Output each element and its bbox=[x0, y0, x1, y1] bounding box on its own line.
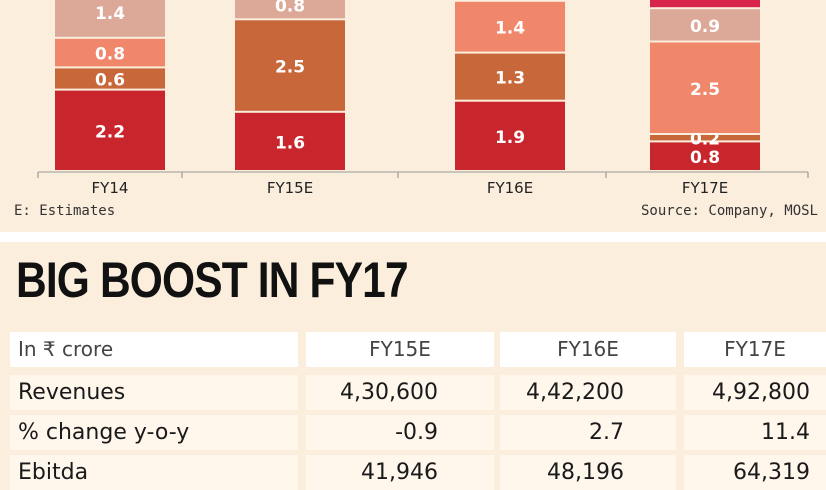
table-header-fy15e: FY15E bbox=[306, 332, 494, 367]
table-header-fy16e: FY16E bbox=[500, 332, 676, 367]
bar-segment bbox=[55, 90, 165, 170]
table-row-label: Ebitda bbox=[10, 455, 298, 490]
table-cell: 11.4 bbox=[684, 415, 826, 450]
bar-segment bbox=[455, 1, 565, 52]
bar-value-label: 0.8 bbox=[690, 148, 720, 168]
bar-value-label: 0.9 bbox=[690, 17, 720, 37]
bar-segment bbox=[55, 0, 165, 37]
bar-value-label: 0.2 bbox=[690, 130, 720, 150]
table-cell: 4,42,200 bbox=[500, 375, 676, 410]
bar-segment-cropped bbox=[650, 0, 760, 8]
table-cell: 4,30,600 bbox=[306, 375, 494, 410]
x-tick-label: FY16E bbox=[487, 179, 533, 197]
x-tick-label: FY14 bbox=[92, 179, 129, 197]
table-panel: BIG BOOST IN FY17 In ₹ crore FY15E FY16E… bbox=[0, 242, 826, 490]
x-tick-label: FY17E bbox=[682, 179, 728, 197]
stacked-bar-chart: 2.2 0.6 0.8 1.4 FY14 1.6 2.5 0.8 FY15E 1.9 1.3 1.4 F… bbox=[37, 0, 809, 197]
x-tick-label: FY15E bbox=[267, 179, 313, 197]
bar-segment bbox=[55, 68, 165, 89]
bar-segment bbox=[650, 142, 760, 170]
table-cell: 4,92,800 bbox=[684, 375, 826, 410]
table-cell: 2.7 bbox=[500, 415, 676, 450]
table-row-label: Revenues bbox=[10, 375, 298, 410]
table-cell: 41,946 bbox=[306, 455, 494, 490]
bar-segment bbox=[650, 135, 760, 141]
table-title: BIG BOOST IN FY17 bbox=[16, 252, 409, 308]
chart-panel: 2.2 0.6 0.8 1.4 FY14 1.6 2.5 0.8 FY15E 1.9 1.3 1.4 F… bbox=[0, 0, 826, 232]
bar-value-label: 2.5 bbox=[690, 80, 720, 100]
bar-value-label: 1.3 bbox=[495, 69, 525, 89]
table-cell: 64,319 bbox=[684, 455, 826, 490]
bar-segment bbox=[235, 112, 345, 170]
bar-segment bbox=[235, 20, 345, 111]
bar-value-label: 1.6 bbox=[275, 133, 305, 153]
bar-value-label: 0.8 bbox=[275, 0, 305, 17]
section-divider bbox=[0, 232, 826, 242]
table-cell: 48,196 bbox=[500, 455, 676, 490]
table-header-fy17e: FY17E bbox=[684, 332, 826, 367]
bar-value-label: 2.2 bbox=[95, 122, 125, 142]
bar-value-label: 1.4 bbox=[495, 19, 525, 39]
bar-segment bbox=[235, 0, 345, 19]
bar-value-label: 1.4 bbox=[95, 4, 125, 24]
bar-value-label: 0.8 bbox=[95, 45, 125, 65]
bar-value-label: 0.6 bbox=[95, 71, 125, 91]
estimates-note: E: Estimates bbox=[14, 203, 116, 219]
bar-segment bbox=[650, 9, 760, 41]
bar-value-label: 2.5 bbox=[275, 58, 305, 78]
bar-segment bbox=[650, 42, 760, 133]
bar-value-label: 1.9 bbox=[495, 128, 525, 148]
bar-segment bbox=[455, 101, 565, 170]
source-note: Source: Company, MOSL bbox=[640, 203, 818, 219]
bar-segment bbox=[455, 53, 565, 100]
table-row-label: % change y-o-y bbox=[10, 415, 298, 450]
bar-segment bbox=[55, 38, 165, 67]
table-cell: -0.9 bbox=[306, 415, 494, 450]
table-header-unit: In ₹ crore bbox=[10, 332, 298, 367]
